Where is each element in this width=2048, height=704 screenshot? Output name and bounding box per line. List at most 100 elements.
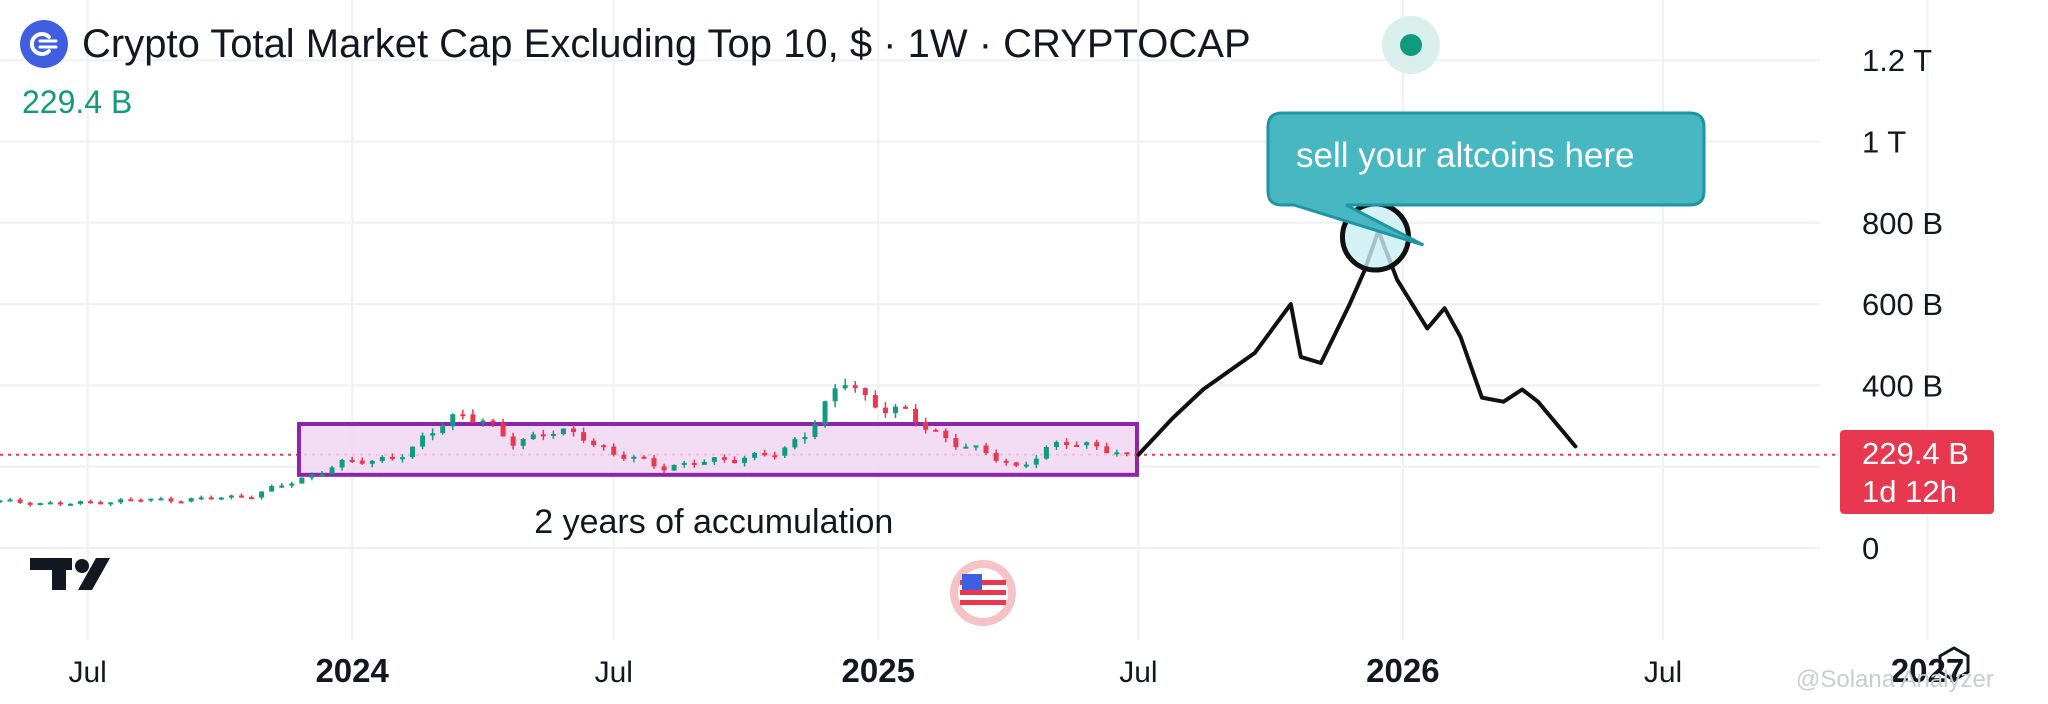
candle-body: [822, 401, 828, 425]
chart-header: Crypto Total Market Cap Excluding Top 10…: [20, 16, 1251, 72]
accumulation-label: 2 years of accumulation: [534, 503, 893, 541]
candle-body: [772, 455, 778, 458]
x-axis-labels: Jul 2024 Jul 2025 Jul 2026 Jul 2027: [68, 652, 1964, 689]
candle-body: [691, 462, 697, 465]
candle-body: [77, 501, 83, 504]
candle-body: [279, 485, 285, 488]
candle-body: [1043, 447, 1049, 459]
candle-body: [681, 462, 687, 465]
candle-body: [259, 491, 265, 498]
candle-body: [339, 459, 345, 468]
candle-body: [98, 502, 104, 505]
settings-hex-icon[interactable]: [1938, 646, 1970, 682]
market-status-icon[interactable]: [1382, 16, 1440, 74]
candle-body: [460, 414, 466, 417]
candle-body: [128, 499, 134, 502]
candle-body: [67, 503, 73, 506]
x-tick-label-3: 2025: [842, 652, 915, 689]
candle-body: [299, 477, 305, 484]
candle-body: [1074, 444, 1080, 447]
y-tick-label-2: 400 B: [1862, 368, 1943, 403]
candle-body: [359, 460, 365, 464]
candle-body: [238, 495, 244, 498]
candle-body: [782, 447, 788, 456]
us-flag-event-icon[interactable]: [950, 560, 1016, 626]
candle-body: [108, 502, 114, 505]
crypto-cap-logo-icon[interactable]: [20, 20, 68, 68]
candle-body: [379, 457, 385, 461]
candle-body: [27, 502, 33, 505]
candle-body: [1094, 442, 1100, 447]
candle-body: [571, 428, 577, 433]
candle-body: [17, 499, 23, 503]
candle-body: [329, 467, 335, 475]
candle-body: [47, 502, 53, 505]
last-value: 229.4 B: [22, 84, 133, 120]
candle-body: [591, 440, 597, 446]
candle-body: [430, 433, 436, 436]
candle-body: [651, 458, 657, 467]
candle-body: [953, 438, 959, 448]
candle-body: [198, 497, 204, 500]
candle-body: [862, 388, 868, 396]
candle-body: [1023, 464, 1029, 467]
candle-body: [349, 459, 355, 462]
candle-body: [249, 497, 255, 500]
candle-body: [913, 408, 919, 422]
candlestick-series: [0, 378, 1140, 507]
candle-body: [389, 457, 395, 460]
candle-body: [1064, 442, 1070, 445]
candle-body: [671, 464, 677, 471]
y-tick-label-0: 0: [1862, 531, 1879, 566]
candle-body: [138, 499, 144, 502]
sell-callout: sell your altcoins here: [1266, 111, 1706, 247]
candle-body: [933, 429, 939, 432]
y-tick-label-3: 600 B: [1862, 287, 1943, 322]
candle-body: [188, 498, 194, 502]
candle-body: [410, 446, 416, 458]
tradingview-logo-icon[interactable]: [30, 558, 110, 590]
price-tag-value: 229.4 B: [1862, 436, 1969, 471]
candle-body: [601, 445, 607, 448]
candle-body: [57, 502, 63, 505]
watermark: @Solana Analyzer: [1796, 666, 1994, 693]
candle-body: [882, 407, 888, 414]
candle-body: [319, 474, 325, 477]
candle-body: [420, 435, 426, 447]
candle-body: [721, 457, 727, 460]
candle-body: [168, 498, 174, 502]
candle-body: [1084, 442, 1090, 446]
candle-body: [148, 498, 154, 501]
candle-body: [802, 436, 808, 440]
candle-body: [399, 457, 405, 460]
candle-body: [973, 445, 979, 448]
candle-body: [1124, 452, 1130, 455]
candle-body: [560, 428, 566, 435]
x-tick-label-2: Jul: [595, 656, 633, 689]
x-tick-label-6: Jul: [1644, 656, 1682, 689]
candle-body: [0, 500, 3, 503]
candle-body: [812, 424, 818, 437]
candle-body: [993, 452, 999, 461]
candle-body: [158, 498, 164, 501]
candle-body: [832, 388, 838, 402]
candle-body: [611, 446, 617, 455]
candle-body: [500, 422, 506, 437]
candle-body: [118, 499, 124, 503]
candle-body: [581, 432, 587, 441]
chart-title: Crypto Total Market Cap Excluding Top 10…: [82, 21, 1251, 66]
candle-body: [480, 420, 486, 423]
candle-body: [872, 395, 878, 408]
accumulation-rect[interactable]: [296, 422, 1139, 477]
candle-body: [852, 385, 858, 389]
x-tick-label-5: 2026: [1366, 652, 1439, 689]
callout-bubble: [1266, 111, 1706, 247]
candle-body: [510, 436, 516, 446]
candle-body: [943, 430, 949, 439]
candle-body: [178, 501, 184, 504]
candle-body: [520, 439, 526, 446]
candle-body: [540, 434, 546, 437]
candle-body: [208, 497, 214, 500]
y-axis-labels: 0 400 B 600 B 800 B 1 T 1.2 T: [1862, 43, 1943, 566]
